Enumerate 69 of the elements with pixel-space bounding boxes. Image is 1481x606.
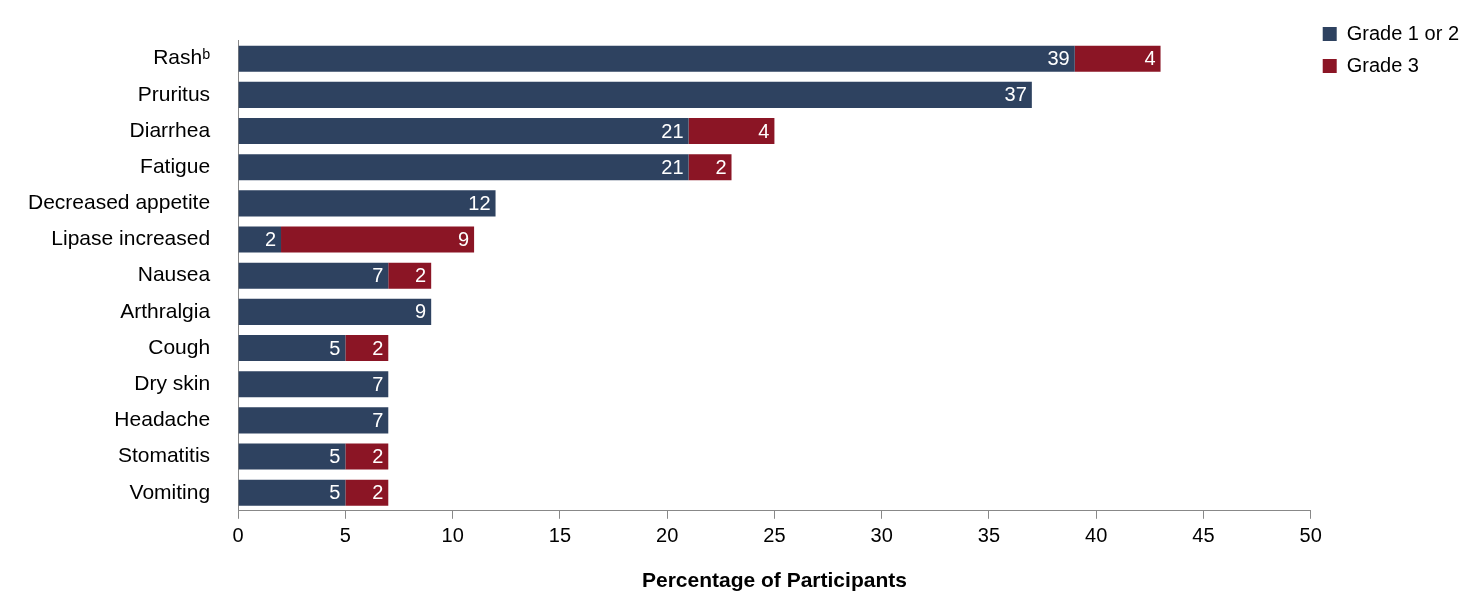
data-label: 7 [372, 408, 384, 431]
data-label: 7 [372, 264, 384, 287]
bar [688, 154, 732, 181]
y-tick-label: Vomiting [129, 479, 211, 503]
x-tick-label: 30 [870, 524, 893, 547]
y-tick-label: Arthralgia [120, 298, 211, 322]
x-tick-label: 25 [763, 524, 786, 547]
x-tick-label: 20 [656, 524, 679, 547]
bar [238, 226, 282, 253]
x-tick-label: 35 [977, 524, 1001, 547]
legend-label: Grade 3 [1346, 53, 1419, 76]
x-tick-label: 40 [1085, 524, 1108, 547]
data-label: 5 [329, 481, 341, 504]
bar [238, 443, 346, 470]
data-label: 4 [1144, 47, 1156, 70]
y-tick-label: Stomatitis [117, 443, 211, 467]
bar [238, 262, 389, 289]
y-tick-label: Cough [148, 334, 211, 358]
data-label: 9 [415, 300, 427, 323]
y-tick-label: Lipase increased [51, 226, 211, 250]
bar [688, 118, 775, 145]
bar [281, 226, 475, 253]
bar [238, 118, 689, 145]
x-tick-label: 50 [1299, 524, 1322, 547]
x-tick-label: 10 [441, 524, 464, 547]
data-label: 2 [415, 264, 427, 287]
data-label: 21 [661, 119, 684, 142]
y-tick-label: Rashᵇ [153, 45, 211, 69]
x-tick-label: 5 [339, 524, 351, 547]
data-label: 2 [372, 481, 384, 504]
bar [345, 443, 389, 470]
bar [238, 335, 346, 362]
data-label: 2 [372, 336, 384, 359]
data-label: 2 [372, 445, 384, 468]
data-label: 9 [457, 228, 470, 251]
data-label: 2 [715, 155, 727, 178]
bar [388, 262, 432, 289]
x-tick-label: 15 [548, 524, 572, 547]
y-tick-label: Pruritus [137, 81, 211, 105]
data-label: 7 [372, 372, 384, 395]
x-axis-title: Percentage of Participants [641, 568, 907, 592]
bar [238, 371, 389, 398]
data-label: 12 [468, 191, 491, 214]
y-tick-label: Fatigue [140, 153, 211, 177]
bar [238, 81, 1032, 108]
data-label: 37 [1004, 83, 1027, 106]
data-label: 5 [329, 445, 341, 468]
bar [238, 407, 389, 434]
bar [238, 45, 1075, 72]
bar [238, 190, 496, 217]
y-tick-label: Nausea [137, 262, 211, 286]
data-label: 5 [329, 336, 341, 359]
data-label: 21 [661, 155, 684, 178]
bar [1074, 45, 1161, 72]
y-tick-label: Diarrhea [129, 117, 211, 141]
bar [238, 154, 689, 181]
y-tick-label: Decreased appetite [27, 190, 211, 214]
bar [345, 335, 389, 362]
data-label: 39 [1047, 47, 1070, 70]
x-tick-label: 45 [1192, 524, 1215, 547]
legend-label: Grade 1 or 2 [1346, 21, 1460, 44]
y-tick-label: Headache [114, 407, 211, 431]
bar [238, 479, 346, 506]
bar [238, 298, 432, 325]
data-label: 2 [264, 228, 277, 251]
y-tick-label: Dry skin [134, 371, 211, 394]
x-tick-label: 0 [232, 524, 244, 547]
data-label: 4 [758, 119, 770, 142]
bar [345, 479, 389, 506]
